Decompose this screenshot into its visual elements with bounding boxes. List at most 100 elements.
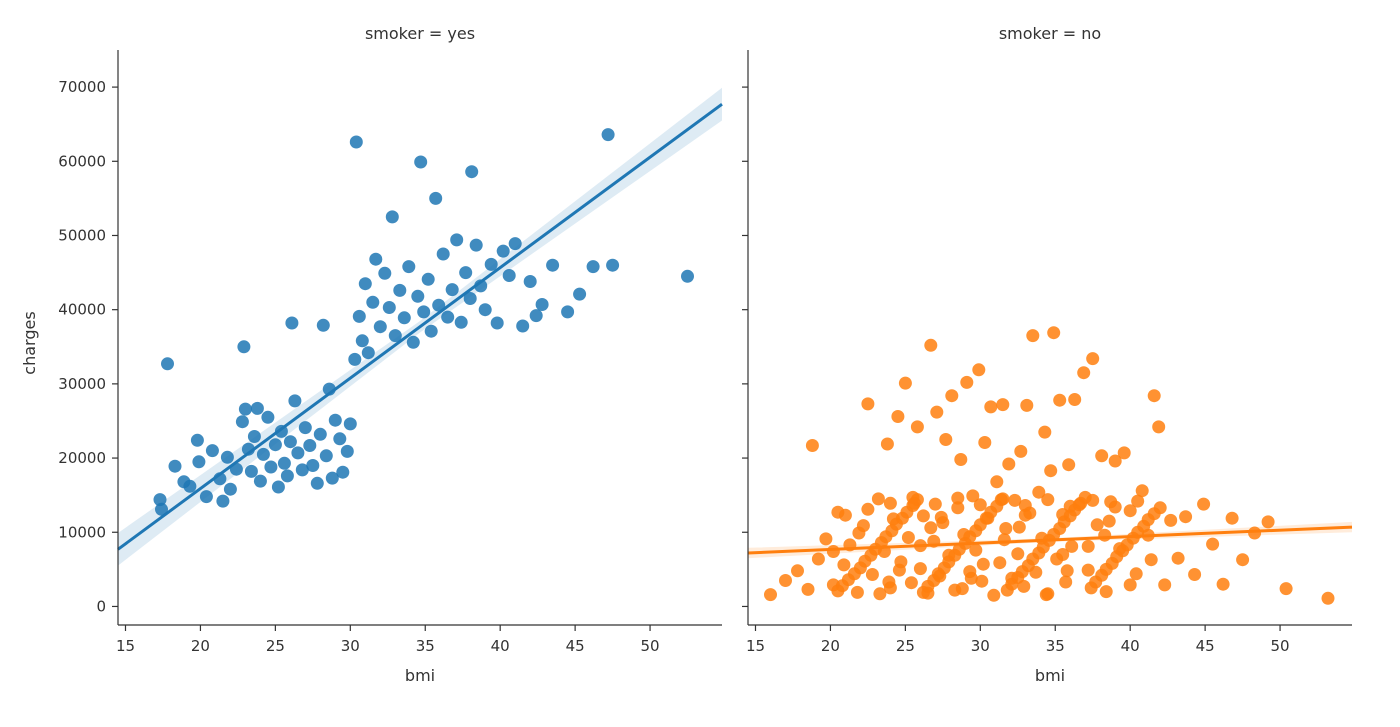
scatter-point	[333, 432, 347, 446]
scatter-point	[1039, 588, 1053, 602]
scatter-point	[303, 439, 317, 452]
scatter-point	[478, 303, 492, 317]
scatter-point	[459, 266, 473, 280]
scatter-point	[256, 447, 270, 461]
x-tick-label: 30	[341, 637, 360, 655]
scatter-point	[155, 502, 168, 516]
scatter-point	[153, 493, 167, 507]
scatter-point	[945, 389, 959, 403]
x-axis-label: bmi	[405, 666, 435, 685]
scatter-point	[523, 275, 537, 288]
y-tick-label: 50000	[58, 226, 106, 244]
facet-smoker-no: smoker = no bmi 15 20 25 30 35 40 45 50	[742, 24, 1353, 685]
scatter-point	[465, 165, 479, 179]
scatter-point	[805, 439, 819, 452]
scatter-point	[216, 494, 230, 508]
y-tick-label: 10000	[58, 523, 106, 541]
scatter-point	[997, 533, 1011, 547]
scatter-point	[924, 338, 938, 352]
scatter-point	[873, 587, 887, 601]
scatter-point	[414, 155, 428, 169]
scatter-point	[791, 564, 804, 578]
scatter-point	[183, 479, 197, 493]
scatter-point	[1144, 553, 1158, 567]
scatter-point	[861, 502, 875, 516]
scatter-point	[411, 289, 425, 303]
scatter-point	[1032, 485, 1046, 499]
scatter-point	[1236, 553, 1250, 567]
scatter-point	[865, 568, 879, 581]
scatter-point	[1108, 454, 1122, 468]
scatter-point	[1008, 493, 1022, 507]
scatter-point	[295, 463, 309, 477]
scatter-point	[402, 260, 416, 274]
scatter-point	[385, 210, 399, 224]
regression-line	[117, 102, 723, 551]
scatter-point	[1081, 563, 1095, 577]
x-tick-label: 15	[116, 637, 135, 655]
scatter-point	[417, 305, 431, 319]
regression-line-path	[117, 102, 723, 551]
scatter-point	[939, 433, 953, 446]
scatter-point	[382, 301, 396, 314]
scatter-point	[1099, 585, 1113, 599]
facet-smoker-yes: smoker = yes bmi 0 10000 20000 30000 40000 50…	[58, 24, 723, 685]
scatter-point	[951, 501, 965, 515]
x-tick-label: 30	[971, 637, 990, 655]
scatter-point	[1248, 526, 1262, 540]
x-tick-label: 50	[641, 637, 660, 655]
scatter-point	[1102, 514, 1116, 528]
scatter-point	[310, 476, 324, 490]
scatter-point	[432, 298, 446, 312]
scatter-point	[306, 459, 320, 472]
scatter-point	[882, 575, 896, 589]
scatter-point	[987, 588, 1001, 602]
scatter-point	[355, 334, 369, 348]
scatter-point	[271, 480, 285, 494]
scatter-point	[325, 471, 339, 485]
facet-title: smoker = yes	[365, 24, 475, 43]
scatter-point	[1060, 564, 1074, 578]
scatter-point	[883, 496, 897, 510]
scatter-point	[445, 283, 459, 297]
regression-line-path	[747, 525, 1353, 555]
scatter-point	[1026, 329, 1040, 343]
scatter-point	[1047, 326, 1061, 340]
scatter-point	[235, 415, 249, 429]
scatter-point	[358, 277, 372, 291]
scatter-point	[973, 498, 987, 512]
scatter-point	[397, 311, 411, 325]
scatter-point	[906, 490, 920, 504]
scatter-point	[1065, 539, 1079, 553]
scatter-point	[1147, 389, 1161, 403]
scatter-point	[280, 469, 294, 483]
scatter-point	[205, 444, 219, 458]
scatter-point	[319, 449, 333, 463]
scatter-point	[463, 292, 477, 305]
scatter-point	[924, 521, 938, 535]
y-tick-label: 20000	[58, 449, 106, 467]
scatter-point	[1090, 518, 1104, 532]
scatter-point	[681, 269, 694, 283]
scatter-point	[1086, 352, 1100, 366]
scatter-point	[1164, 513, 1178, 527]
scatter-point	[1279, 582, 1293, 596]
scatter-point	[1158, 578, 1172, 592]
scatter-point	[892, 563, 906, 577]
scatter-points	[764, 326, 1335, 605]
scatter-point	[910, 420, 924, 434]
scatter-point	[424, 324, 438, 338]
scatter-point	[237, 340, 251, 354]
scatter-point	[190, 433, 204, 447]
scatter-point	[352, 309, 366, 323]
scatter-point	[1129, 567, 1143, 581]
scatter-point	[529, 309, 543, 323]
scatter-point	[764, 588, 777, 602]
scatter-point	[955, 582, 969, 596]
scatter-point	[993, 556, 1007, 570]
scatter-point	[288, 394, 302, 408]
scatter-point	[1018, 499, 1032, 512]
scatter-point	[168, 459, 182, 473]
x-tick-label: 45	[566, 637, 585, 655]
scatter-point	[340, 444, 354, 458]
